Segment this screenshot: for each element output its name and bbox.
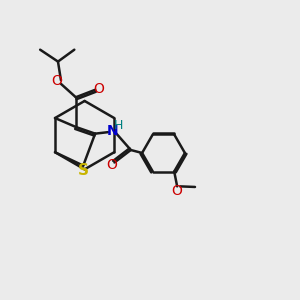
- Text: O: O: [52, 74, 62, 88]
- Text: O: O: [172, 184, 183, 197]
- Text: N: N: [107, 124, 118, 138]
- Text: H: H: [113, 119, 123, 132]
- Text: O: O: [94, 82, 104, 96]
- Text: S: S: [78, 163, 89, 178]
- Text: O: O: [106, 158, 117, 172]
